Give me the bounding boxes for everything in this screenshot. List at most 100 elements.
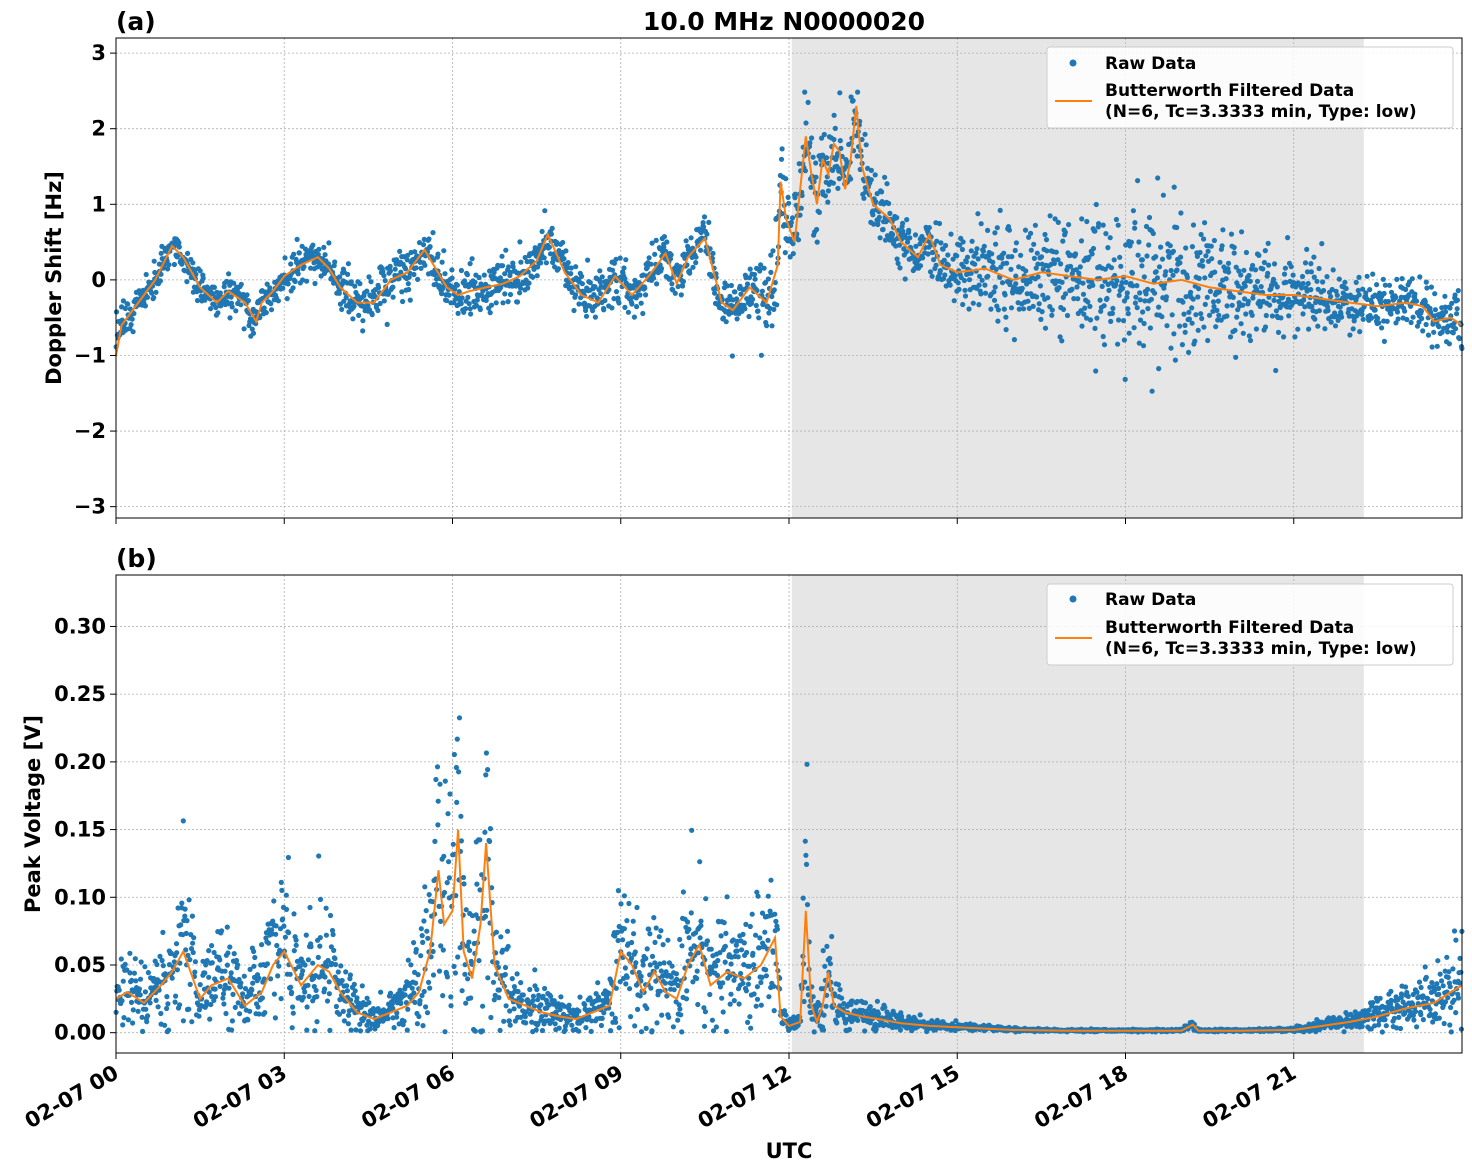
raw-data-point xyxy=(648,261,654,267)
raw-data-point xyxy=(658,265,665,272)
raw-data-point xyxy=(447,791,453,797)
raw-data-point xyxy=(960,239,966,245)
raw-data-point xyxy=(1079,216,1085,222)
raw-data-point xyxy=(483,750,489,756)
raw-data-point xyxy=(344,983,350,989)
raw-data-point xyxy=(498,284,504,291)
raw-data-point xyxy=(962,287,968,293)
raw-data-point xyxy=(678,292,684,298)
raw-data-point xyxy=(143,271,149,278)
raw-data-point xyxy=(164,994,170,1000)
raw-data-point xyxy=(1122,376,1128,382)
raw-data-point xyxy=(821,131,827,138)
raw-data-point xyxy=(855,1017,861,1024)
raw-data-point xyxy=(601,1010,607,1016)
raw-data-point xyxy=(502,271,508,277)
raw-data-point xyxy=(454,736,460,742)
raw-data-point xyxy=(717,950,723,956)
raw-data-point xyxy=(359,983,365,989)
raw-data-point xyxy=(581,300,588,306)
raw-data-point xyxy=(312,1028,318,1034)
raw-data-point xyxy=(824,155,830,161)
raw-data-point xyxy=(638,973,644,980)
raw-data-point xyxy=(1262,248,1268,254)
raw-data-point xyxy=(275,298,281,304)
raw-data-point xyxy=(1009,254,1015,260)
raw-data-point xyxy=(510,264,516,270)
raw-data-point xyxy=(814,226,820,233)
raw-data-point xyxy=(454,282,460,288)
raw-data-point xyxy=(263,310,269,316)
raw-data-point xyxy=(430,899,436,905)
raw-data-point xyxy=(1037,283,1043,289)
raw-data-point xyxy=(622,304,628,310)
raw-data-point xyxy=(1123,242,1129,248)
raw-data-point xyxy=(268,301,274,307)
raw-data-point xyxy=(671,987,677,993)
raw-data-point xyxy=(651,275,657,281)
raw-data-point xyxy=(665,937,671,943)
raw-data-point xyxy=(675,982,681,989)
raw-data-point xyxy=(734,948,740,954)
raw-data-point xyxy=(220,995,226,1001)
raw-data-point xyxy=(493,929,499,935)
raw-data-point xyxy=(1240,330,1246,336)
raw-data-point xyxy=(296,250,302,256)
raw-data-point xyxy=(453,764,459,771)
raw-data-point xyxy=(315,954,321,961)
raw-data-point xyxy=(1080,280,1086,286)
raw-data-point xyxy=(158,1010,164,1017)
raw-data-point xyxy=(1105,245,1111,251)
raw-data-point xyxy=(820,1027,827,1033)
raw-data-point xyxy=(1418,308,1424,314)
raw-data-point xyxy=(347,972,353,978)
raw-data-point xyxy=(1125,306,1131,312)
raw-data-point xyxy=(573,292,579,298)
raw-data-point xyxy=(458,838,464,844)
raw-data-point xyxy=(352,988,358,994)
raw-data-point xyxy=(1240,302,1246,308)
raw-data-point xyxy=(1089,251,1095,257)
raw-data-point xyxy=(660,942,666,948)
raw-data-point xyxy=(698,247,704,253)
raw-data-point xyxy=(707,991,713,998)
raw-data-point xyxy=(1168,267,1174,274)
raw-data-point xyxy=(611,260,618,266)
raw-data-point xyxy=(474,881,480,887)
raw-data-point xyxy=(533,1027,539,1033)
raw-data-point xyxy=(336,290,342,296)
raw-data-point xyxy=(613,1019,619,1025)
raw-data-point xyxy=(917,263,924,269)
raw-data-point xyxy=(420,1023,426,1029)
raw-data-point xyxy=(1035,261,1041,267)
raw-data-point xyxy=(799,192,805,199)
raw-data-point xyxy=(142,964,148,970)
raw-data-point xyxy=(518,980,524,986)
raw-data-point xyxy=(1190,296,1196,302)
raw-data-point xyxy=(1195,294,1201,300)
raw-data-point xyxy=(456,289,462,295)
raw-data-point xyxy=(1334,292,1340,298)
raw-data-point xyxy=(772,911,778,917)
raw-data-point xyxy=(1160,192,1166,198)
raw-data-point xyxy=(651,915,657,921)
raw-data-point xyxy=(200,275,206,281)
raw-data-point xyxy=(1118,263,1124,269)
raw-data-point xyxy=(1223,276,1229,282)
raw-data-point xyxy=(418,926,424,932)
raw-data-point xyxy=(502,964,509,971)
raw-data-point xyxy=(425,935,431,941)
raw-data-point xyxy=(282,934,288,940)
raw-data-point xyxy=(326,240,332,246)
raw-data-point xyxy=(630,918,636,924)
raw-data-point xyxy=(1378,299,1384,306)
raw-data-point xyxy=(972,261,978,267)
raw-data-point xyxy=(616,300,622,306)
raw-data-point xyxy=(1007,281,1013,288)
raw-data-point xyxy=(468,995,474,1001)
raw-data-point xyxy=(458,267,464,274)
raw-data-point xyxy=(1230,294,1236,300)
raw-data-point xyxy=(262,1010,268,1016)
raw-data-point xyxy=(120,298,126,304)
raw-data-point xyxy=(1183,245,1189,251)
